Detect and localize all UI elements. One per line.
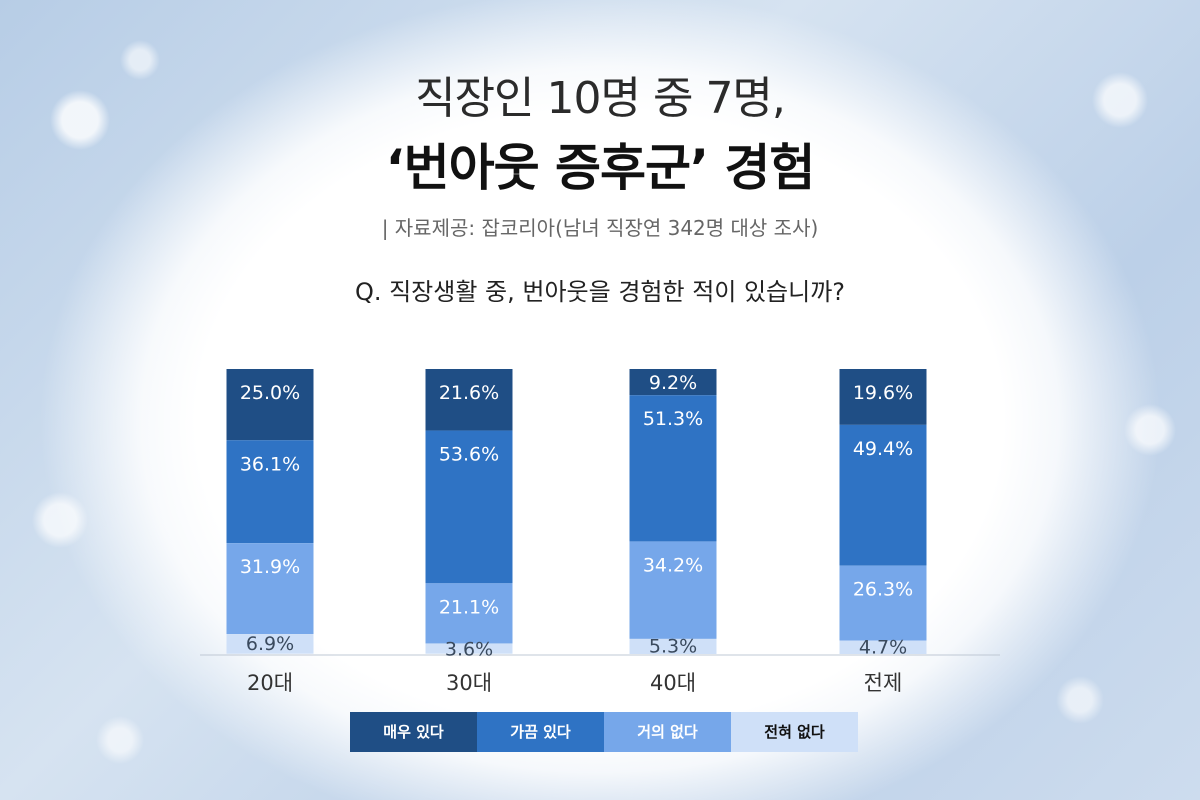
data-label: 4.7% xyxy=(859,636,907,658)
legend: 매우 있다 가끔 있다 거의 없다 전혀 없다 xyxy=(350,712,858,752)
category-label: 20대 xyxy=(247,671,293,695)
data-label: 9.2% xyxy=(649,372,697,394)
bar-segment xyxy=(629,541,717,639)
bar-segment xyxy=(425,583,513,644)
bar-segment xyxy=(425,430,513,584)
data-label: 25.0% xyxy=(240,382,300,404)
category-label: 30대 xyxy=(446,671,492,695)
data-label: 3.6% xyxy=(445,638,493,660)
legend-item-very-often: 매우 있다 xyxy=(350,712,477,752)
data-label: 36.1% xyxy=(240,453,300,475)
data-label: 26.3% xyxy=(853,579,913,601)
bar-segment xyxy=(629,369,717,396)
legend-item-rarely: 거의 없다 xyxy=(604,712,731,752)
data-label: 53.6% xyxy=(439,444,499,466)
bar-segment xyxy=(629,395,717,542)
bar-segment xyxy=(226,543,314,635)
bar-segment xyxy=(226,369,314,441)
bar-segment xyxy=(629,638,717,654)
data-label: 49.4% xyxy=(853,438,913,460)
data-label: 21.1% xyxy=(439,596,499,618)
data-label: 6.9% xyxy=(246,633,294,655)
bar-segment xyxy=(839,369,927,425)
legend-item-never: 전혀 없다 xyxy=(731,712,858,752)
legend-item-sometimes: 가끔 있다 xyxy=(477,712,604,752)
bar-segment xyxy=(226,634,314,654)
title-line-1: 직장인 10명 중 7명, xyxy=(415,73,786,124)
data-label: 51.3% xyxy=(643,408,703,430)
data-label: 5.3% xyxy=(649,635,697,657)
survey-question: Q. 직장생활 중, 번아웃을 경험한 적이 있습니까? xyxy=(354,278,846,306)
source-note: | 자료제공: 잡코리아(남녀 직장연 342명 대상 조사) xyxy=(381,216,819,240)
bar-segment xyxy=(425,369,513,431)
data-label: 34.2% xyxy=(643,554,703,576)
bar-segment xyxy=(839,424,927,566)
data-label: 19.6% xyxy=(853,382,913,404)
bar-segment xyxy=(226,440,314,544)
data-label: 31.9% xyxy=(240,556,300,578)
data-label: 21.6% xyxy=(439,382,499,404)
bar-segment xyxy=(839,640,927,654)
bar-segment xyxy=(839,565,927,641)
category-label: 40대 xyxy=(650,671,696,695)
category-label: 전제 xyxy=(864,671,903,695)
bar-segment xyxy=(425,643,513,654)
title-line-2: ‘번아웃 증후군’ 경험 xyxy=(385,139,816,197)
